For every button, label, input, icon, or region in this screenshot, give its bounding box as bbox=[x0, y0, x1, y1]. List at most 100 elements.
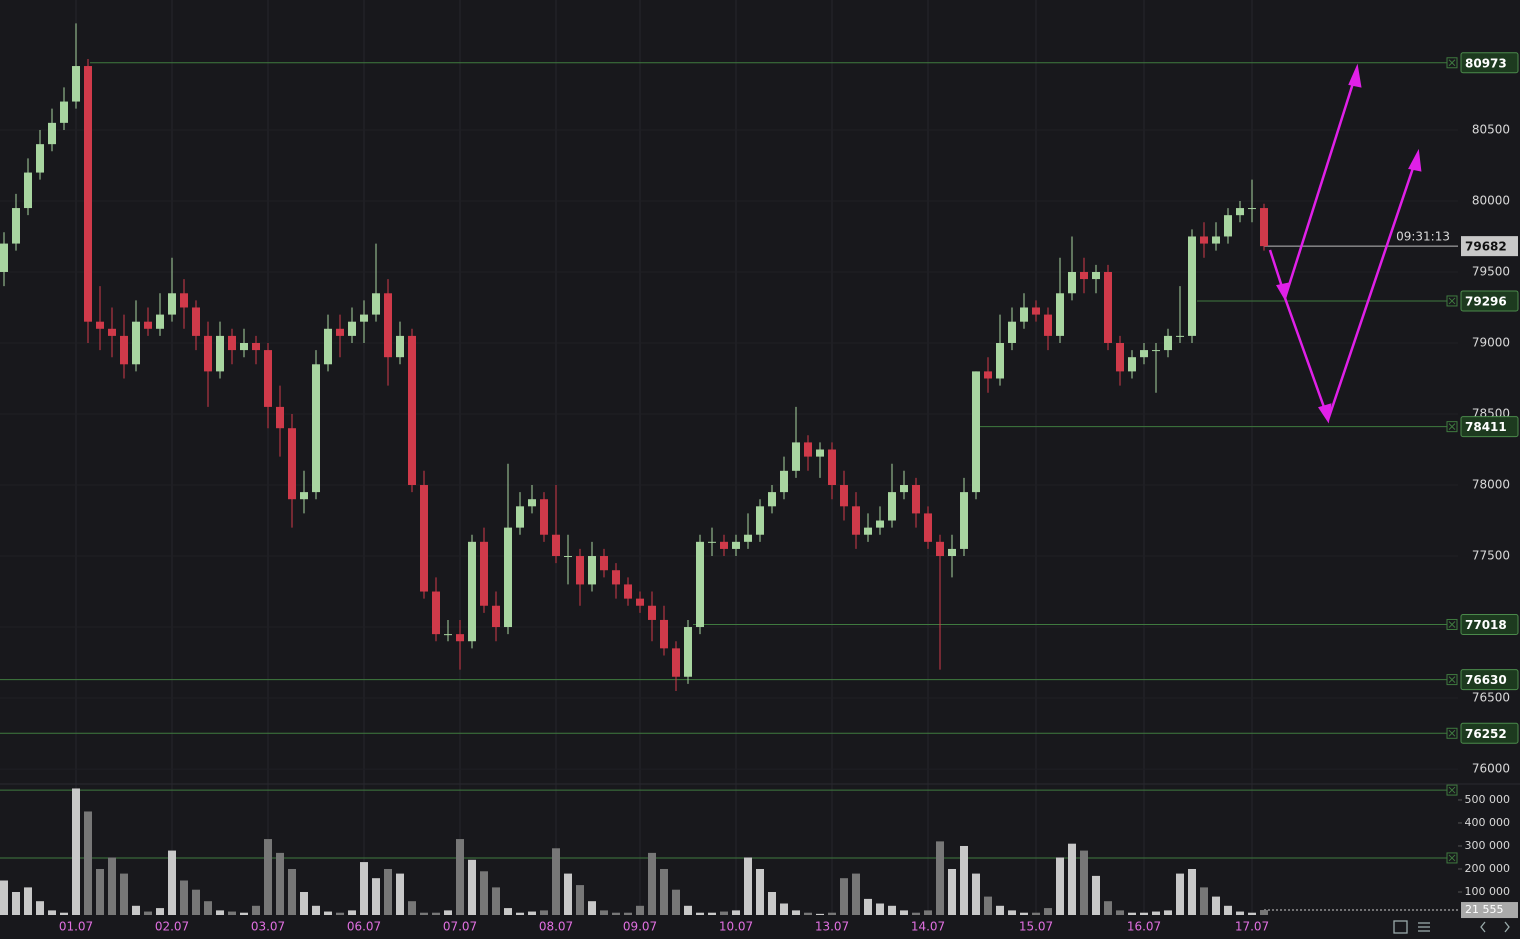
volume-bar bbox=[840, 878, 848, 915]
candle-body bbox=[1236, 208, 1244, 216]
volume-bar bbox=[540, 910, 548, 915]
candle-body bbox=[792, 442, 800, 471]
candle-body bbox=[744, 534, 752, 542]
volume-bar bbox=[804, 912, 812, 915]
volume-bar bbox=[36, 901, 44, 915]
level-marker bbox=[1446, 295, 1458, 307]
candle-body bbox=[168, 293, 176, 315]
y-tick-label: 78000 bbox=[1472, 478, 1510, 492]
fullscreen-icon[interactable] bbox=[1393, 920, 1408, 934]
candle-body bbox=[780, 470, 788, 493]
candle-body bbox=[252, 342, 260, 351]
volume-bar bbox=[396, 873, 404, 915]
volume-bar bbox=[984, 896, 992, 915]
candle-body bbox=[396, 335, 404, 358]
volume-bar bbox=[612, 912, 620, 915]
volume-bar bbox=[816, 913, 824, 915]
candle-body bbox=[1248, 208, 1256, 210]
level-marker-cross bbox=[1448, 59, 1456, 67]
candle-body bbox=[1032, 307, 1040, 315]
volume-bar bbox=[192, 889, 200, 915]
volume-bar bbox=[456, 839, 464, 915]
candle-body bbox=[468, 541, 476, 642]
candle-body bbox=[108, 328, 116, 336]
volume-bar bbox=[480, 871, 488, 915]
volume-bar bbox=[660, 868, 668, 915]
candle-body bbox=[876, 520, 884, 528]
candle-body bbox=[204, 335, 212, 372]
volume-bar bbox=[1188, 868, 1196, 915]
candle-body bbox=[0, 243, 8, 272]
candle-body bbox=[804, 442, 812, 457]
candle-body bbox=[684, 627, 692, 677]
volume-bar bbox=[948, 868, 956, 915]
candle-body bbox=[1212, 236, 1220, 244]
toolbar[interactable] bbox=[1393, 920, 1510, 934]
volume-bar bbox=[288, 868, 296, 915]
candle-body bbox=[900, 485, 908, 493]
candle-body bbox=[312, 364, 320, 493]
candle-body bbox=[660, 619, 668, 649]
candle-body bbox=[504, 527, 512, 628]
candle-body bbox=[1128, 357, 1136, 372]
scroll-right[interactable] bbox=[1504, 921, 1510, 933]
candle-body bbox=[552, 534, 560, 557]
candle-body bbox=[564, 556, 572, 558]
x-tick-label: 13.07 bbox=[815, 920, 849, 934]
arrow bbox=[1283, 79, 1356, 299]
level-label-box bbox=[1460, 669, 1519, 691]
candle-body bbox=[1056, 293, 1064, 336]
volume-bar bbox=[216, 910, 224, 915]
volume-bar bbox=[324, 911, 332, 915]
arrow-head bbox=[1348, 63, 1362, 88]
x-tick-label: 02.07 bbox=[155, 920, 189, 934]
volume-bar bbox=[1008, 910, 1016, 915]
candle-body bbox=[48, 122, 56, 145]
candle-body bbox=[1140, 350, 1148, 358]
candle-body bbox=[936, 541, 944, 557]
candle-body bbox=[912, 485, 920, 514]
candle-body bbox=[768, 492, 776, 507]
candle-body bbox=[492, 605, 500, 628]
volume-bar bbox=[1128, 912, 1136, 915]
volume-bar bbox=[1260, 910, 1268, 915]
scroll-left[interactable] bbox=[1480, 921, 1486, 933]
volume-bar bbox=[900, 910, 908, 915]
volume-bar bbox=[648, 852, 656, 915]
volume-bar bbox=[252, 905, 260, 915]
level-label: 78411 bbox=[1465, 420, 1507, 434]
candle-body bbox=[600, 556, 608, 571]
volume-bar bbox=[264, 839, 272, 915]
volume-bar bbox=[552, 848, 560, 915]
candle-body bbox=[276, 406, 284, 429]
candle-body bbox=[360, 314, 368, 322]
candle-body bbox=[72, 66, 80, 102]
volume-bar bbox=[828, 912, 836, 915]
current-volume-box bbox=[1461, 902, 1518, 919]
x-tick-label: 01.07 bbox=[59, 920, 93, 934]
candle-body bbox=[732, 541, 740, 549]
y-tick-label: 77500 bbox=[1472, 549, 1510, 563]
volume-tick-label: 300 000 bbox=[1465, 839, 1511, 852]
candle-body bbox=[528, 499, 536, 507]
volume-bar bbox=[792, 910, 800, 915]
volume-bar bbox=[996, 905, 1004, 915]
volume-bar bbox=[1224, 905, 1232, 915]
volume-bar bbox=[1116, 910, 1124, 915]
candle-body bbox=[624, 584, 632, 599]
candle-body bbox=[1188, 236, 1196, 336]
volume-bar bbox=[168, 850, 176, 915]
arrow bbox=[1268, 249, 1285, 291]
volume-tick-label: 500 000 bbox=[1465, 793, 1511, 806]
candle-body bbox=[516, 506, 524, 528]
y-tick-label: 80500 bbox=[1472, 122, 1510, 136]
level-marker bbox=[1446, 674, 1458, 686]
candle-body bbox=[480, 541, 488, 606]
candle-body bbox=[288, 428, 296, 500]
candle-body bbox=[12, 208, 20, 244]
candle-body bbox=[432, 591, 440, 635]
volume-bar bbox=[528, 911, 536, 915]
level-marker-cross bbox=[1448, 423, 1456, 430]
volume-bar bbox=[1056, 857, 1064, 915]
y-tick-label: 76500 bbox=[1472, 691, 1510, 705]
